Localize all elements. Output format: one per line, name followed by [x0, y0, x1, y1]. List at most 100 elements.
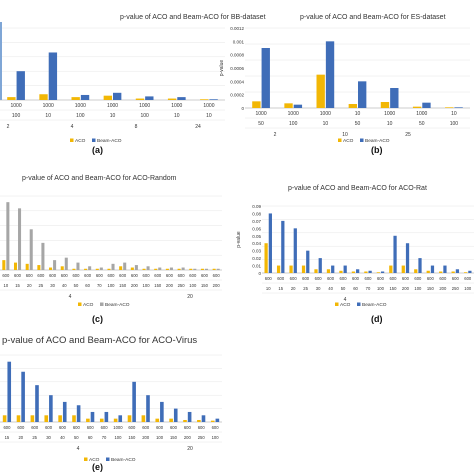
- y-tick-label: 0.0004: [230, 79, 244, 84]
- bar-aco: [58, 415, 62, 422]
- bar-aco: [2, 260, 6, 270]
- x-tick-label: 100: [464, 286, 472, 291]
- bar-aco: [119, 266, 123, 270]
- x-tick-label: 600: [212, 425, 220, 430]
- bar-beam-aco: [468, 270, 472, 273]
- x-tick-label: 200: [439, 286, 447, 291]
- x-tick-label: 200: [142, 435, 150, 440]
- legend-swatch-aco: [78, 302, 82, 306]
- panel-e-title: p-value of ACO and Beam-ACO for ACO-Viru…: [2, 335, 197, 346]
- x-tick-label: 100: [143, 283, 151, 288]
- x-tick-label: 1000: [203, 103, 214, 109]
- x-tick-label: 600: [327, 276, 335, 281]
- bar-beam-aco: [293, 104, 303, 108]
- legend-label-beam-aco: Beam-ACO: [97, 138, 122, 144]
- x-tick-label: 1000: [43, 103, 54, 109]
- x-tick-label: 200: [213, 283, 221, 288]
- panel-b-title: p-value of ACO and Beam-ACO for ES-datas…: [300, 14, 446, 21]
- x-tick-label: 600: [184, 425, 192, 430]
- x-tick-label: 1000: [139, 103, 150, 109]
- bar-beam-aco: [215, 418, 220, 422]
- bar-beam-aco: [418, 258, 422, 273]
- bar-beam-aco: [158, 267, 162, 270]
- bar-beam-aco: [21, 371, 25, 422]
- x-tick-label: 50: [74, 283, 79, 288]
- x-tick-label: 1000: [384, 111, 395, 117]
- bar-aco: [210, 420, 215, 422]
- x-tick-label: 60: [88, 435, 93, 440]
- group-label: 24: [195, 124, 201, 130]
- x-tick-label: 600: [290, 276, 298, 281]
- y-tick-label: 0.04: [252, 241, 261, 246]
- bar-beam-aco: [281, 220, 285, 273]
- bar-beam-aco: [268, 213, 272, 273]
- legend-swatch-aco: [335, 302, 339, 306]
- y-tick-label: 0.0006: [230, 66, 244, 71]
- bar-aco: [200, 268, 204, 270]
- bar-aco: [401, 265, 405, 273]
- x-tick-label: 100: [450, 121, 459, 127]
- x-tick-label: 600: [166, 273, 174, 278]
- panel-a-title: p-value of ACO and Beam-ACO for BB-datas…: [120, 14, 266, 21]
- bar-beam-aco: [0, 22, 2, 100]
- x-tick-label: 250: [452, 286, 460, 291]
- legend-swatch-beam-aco: [100, 302, 104, 306]
- x-tick-label: 600: [101, 425, 109, 430]
- bar-beam-aco: [177, 97, 186, 100]
- bar-aco: [84, 268, 88, 270]
- bar-beam-aco: [123, 262, 127, 270]
- bar-beam-aco: [454, 107, 463, 108]
- x-tick-label: 50: [341, 286, 346, 291]
- x-tick-label: 150: [119, 283, 127, 288]
- x-tick-label: 600: [128, 425, 136, 430]
- legend-swatch-aco: [338, 138, 342, 142]
- y-tick-label: 0.01: [252, 264, 261, 269]
- bar-beam-aco: [356, 269, 360, 273]
- bar-beam-aco: [53, 260, 57, 270]
- x-tick-label: 1000: [11, 103, 22, 109]
- bar-aco: [183, 419, 187, 422]
- y-tick-label: 0.05: [252, 234, 261, 239]
- bar-aco: [376, 272, 380, 273]
- x-tick-label: 600: [170, 425, 178, 430]
- x-tick-label: 600: [277, 276, 285, 281]
- x-tick-label: 150: [201, 283, 209, 288]
- bar-aco: [127, 415, 132, 422]
- bar-beam-aco: [29, 229, 33, 270]
- bar-aco: [314, 269, 318, 273]
- x-tick-label: 100: [156, 435, 164, 440]
- bar-aco: [25, 263, 29, 270]
- group-label: 4: [71, 124, 74, 130]
- bar-aco: [72, 415, 76, 422]
- bar-beam-aco: [113, 92, 122, 100]
- bar-aco: [113, 418, 118, 422]
- bar-beam-aco: [99, 267, 103, 270]
- bar-aco: [107, 268, 111, 270]
- bar-beam-aco: [134, 265, 138, 270]
- bar-beam-aco: [358, 81, 367, 108]
- x-tick-label: 600: [26, 273, 34, 278]
- x-tick-label: 600: [198, 425, 206, 430]
- x-tick-label: 150: [128, 435, 136, 440]
- panel-d-caption: (d): [371, 314, 383, 324]
- y-axis-label: p-value: [219, 60, 225, 77]
- bar-aco: [348, 104, 357, 108]
- y-tick-label: 0.08: [252, 211, 261, 216]
- bar-aco: [37, 265, 41, 270]
- bar-beam-aco: [80, 94, 90, 100]
- x-tick-label: 70: [366, 286, 371, 291]
- bar-aco: [16, 415, 21, 422]
- bar-aco: [30, 415, 35, 422]
- group-label: 8: [135, 124, 138, 130]
- x-tick-label: 100: [289, 121, 298, 127]
- x-tick-label: 10: [45, 113, 51, 119]
- legend-label-beam-aco: Beam-ACO: [105, 302, 130, 308]
- x-tick-label: 10: [387, 121, 393, 127]
- bar-beam-aco: [293, 228, 297, 273]
- x-tick-label: 70: [97, 283, 102, 288]
- x-tick-label: 50: [419, 121, 425, 127]
- x-tick-label: 600: [87, 425, 95, 430]
- bar-beam-aco: [169, 267, 173, 270]
- x-tick-label: 600: [131, 273, 139, 278]
- x-tick-label: 600: [156, 425, 164, 430]
